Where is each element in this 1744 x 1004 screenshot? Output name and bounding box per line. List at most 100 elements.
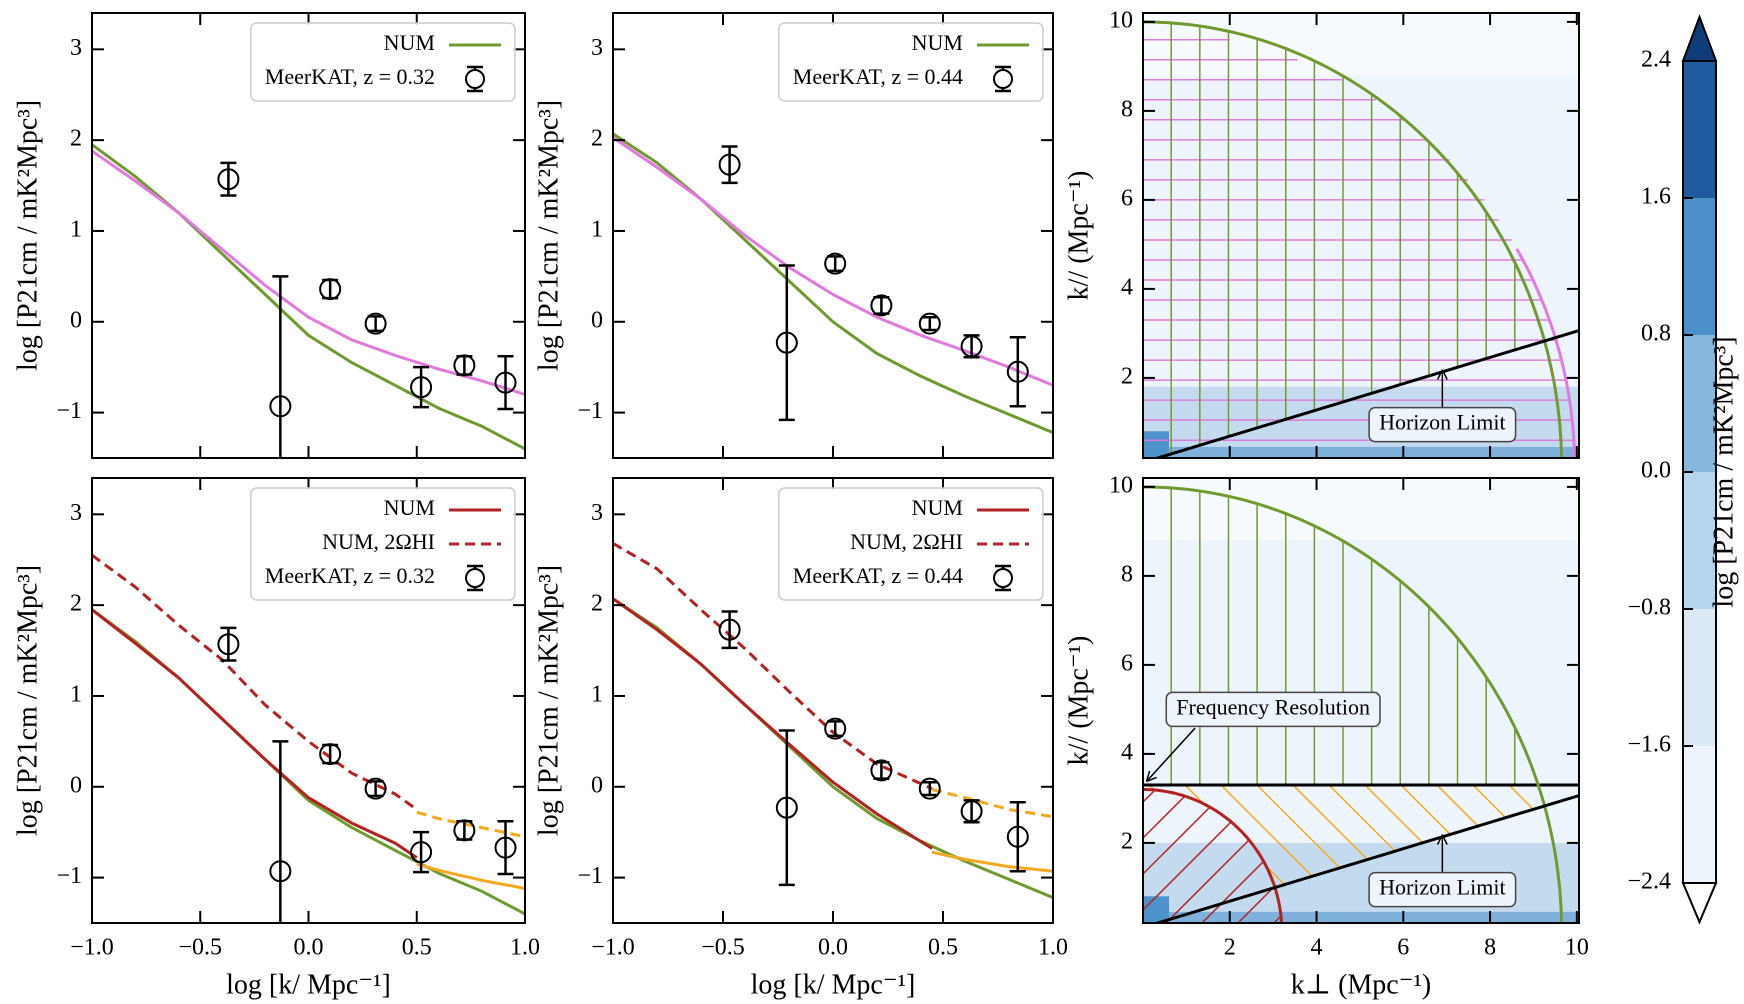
x-axis-label: k⊥ (Mpc⁻¹) (1291, 969, 1431, 1000)
horizon-line (1152, 793, 1579, 923)
color-extend (1681, 14, 1718, 62)
y-tick-label: 0 (591, 772, 603, 798)
y-tick-label: 6 (1121, 650, 1133, 676)
series-line (92, 608, 525, 916)
data-point (410, 376, 433, 399)
data-point (824, 717, 847, 740)
x-tick-label: 1.0 (510, 935, 540, 961)
annotation: Frequency Resolution (1176, 694, 1370, 719)
color-level (1683, 198, 1716, 335)
annotation: Horizon Limit (1379, 875, 1505, 900)
legend-box (250, 487, 516, 601)
plot-area (1143, 13, 1579, 458)
data-point (1006, 825, 1029, 848)
y-axis-label: log [P21cm / mK²Mpc³] (533, 100, 564, 371)
annotation-box (1368, 871, 1517, 908)
y-tick-label: 1 (70, 681, 82, 707)
y-tick-label: 0 (70, 772, 82, 798)
y-tick-label: 2 (70, 591, 82, 617)
annotation-arrow (1436, 834, 1448, 845)
legend-label: NUM (912, 495, 963, 520)
x-tick-label: −0.5 (178, 935, 222, 961)
data-point (960, 800, 983, 823)
background-band (1143, 911, 1579, 923)
y-tick-label: 3 (70, 500, 82, 526)
y-tick-label: 1 (70, 216, 82, 242)
x-tick-label: 6 (1397, 935, 1409, 961)
legend-label: NUM, 2ΩHI (322, 529, 435, 554)
colorbar-tick-label: 0.8 (1641, 321, 1671, 347)
series-line (613, 542, 933, 790)
x-tick-label: 0.0 (818, 935, 848, 961)
colorbar-tick-label: −2.4 (1627, 869, 1671, 895)
colorbar-label: log [P21cm / mK²Mpc³] (1708, 336, 1739, 607)
y-axis-label: k// (Mpc⁻¹) (1063, 636, 1094, 766)
y-tick-label: 1 (591, 681, 603, 707)
y-tick-label: 0 (70, 307, 82, 333)
series-line (613, 132, 1053, 434)
data-point (410, 841, 433, 864)
x-axis-label: log [k/ Mpc⁻¹] (751, 969, 916, 1000)
annotation-arrow (1436, 369, 1448, 380)
legend-label: MeerKAT, z = 0.32 (265, 563, 435, 588)
y-tick-label: −1 (577, 398, 603, 424)
data-point (718, 153, 741, 176)
colorbar-tick-label: 1.6 (1641, 184, 1671, 210)
hatch-line (1143, 785, 1432, 889)
data-point (494, 371, 517, 394)
color-level (1683, 472, 1716, 609)
y-axis-label: log [P21cm / mK²Mpc³] (12, 100, 43, 371)
y-tick-label: 3 (70, 35, 82, 61)
color-level (1683, 609, 1716, 746)
x-tick-label: −1.0 (591, 935, 635, 961)
data-point (1006, 360, 1029, 383)
hatch-line (1143, 785, 1360, 889)
data-point (918, 312, 941, 335)
y-tick-label: 8 (1121, 561, 1133, 587)
y-tick-label: 4 (1121, 274, 1133, 300)
data-point (870, 294, 893, 317)
hatch-line (1143, 785, 1396, 889)
plot-area (92, 143, 525, 458)
y-tick-label: 2 (591, 591, 603, 617)
y-tick-label: 10 (1109, 7, 1133, 33)
y-tick-label: 8 (1121, 96, 1133, 122)
legend-label: NUM (384, 30, 435, 55)
axes-frame (1142, 12, 1580, 459)
data-point (319, 743, 342, 766)
plot-area (613, 542, 1053, 899)
x-tick-label: 10 (1565, 935, 1589, 961)
y-tick-label: −1 (56, 863, 82, 889)
background-band (1143, 478, 1579, 541)
y-tick-label: 3 (591, 500, 603, 526)
background-band (1143, 13, 1579, 76)
legend-box (778, 22, 1044, 102)
y-tick-label: 6 (1121, 185, 1133, 211)
legend-box (250, 22, 516, 102)
data-point (775, 796, 798, 819)
plot-area (613, 132, 1053, 434)
y-tick-label: 2 (591, 126, 603, 152)
y-tick-label: 10 (1109, 472, 1133, 498)
background-band (1143, 431, 1170, 458)
boundary-arc (1143, 788, 1284, 923)
series-line (931, 850, 1053, 873)
colorbar-tick-label: 0.0 (1641, 458, 1671, 484)
annotation-box (1368, 406, 1517, 443)
data-point (453, 819, 476, 842)
y-axis-label: k// (Mpc⁻¹) (1063, 171, 1094, 301)
color-level (1683, 335, 1716, 472)
x-tick-label: 4 (1311, 935, 1323, 961)
data-point (718, 618, 741, 641)
x-tick-label: 0.5 (402, 935, 432, 961)
background-band (1143, 446, 1579, 458)
legend-label: MeerKAT, z = 0.32 (265, 64, 435, 89)
y-axis-label: log [P21cm / mK²Mpc³] (533, 565, 564, 836)
y-tick-label: 4 (1121, 739, 1133, 765)
series-line (92, 553, 418, 811)
hatch-line (1143, 789, 1282, 923)
y-tick-label: 0 (591, 307, 603, 333)
y-tick-label: 2 (1121, 363, 1133, 389)
x-axis-label: log [k/ Mpc⁻¹] (226, 969, 391, 1000)
